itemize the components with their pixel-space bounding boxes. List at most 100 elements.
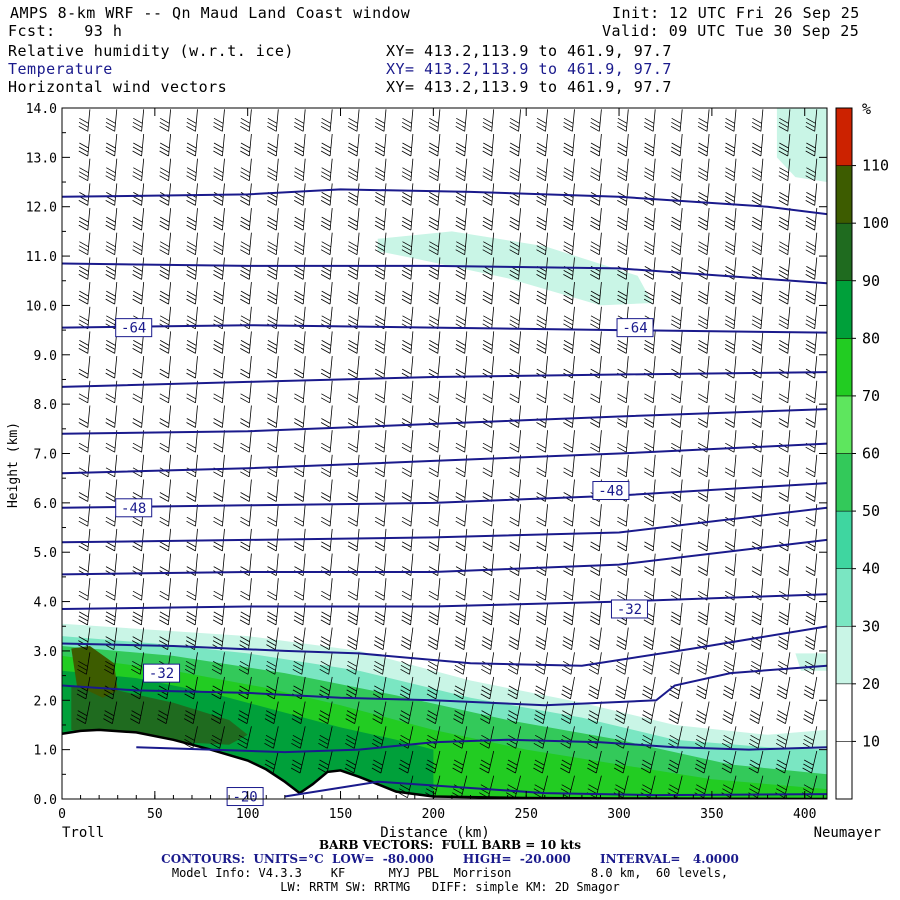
wind-barb: [212, 602, 225, 626]
wind-barb: [374, 133, 387, 157]
wind-barb: [320, 306, 333, 330]
wind-barb: [132, 109, 145, 132]
wind-barb: [723, 652, 737, 675]
wind-barb: [802, 775, 818, 799]
wind-barb: [697, 405, 710, 428]
wind-barb: [105, 232, 118, 256]
terrain-layer: [62, 728, 827, 799]
wind-barb: [509, 479, 521, 502]
wind-barb: [104, 627, 118, 650]
wind-barb: [185, 627, 198, 650]
x-tick-label: 300: [607, 807, 630, 822]
wind-barb: [400, 627, 414, 650]
colorbar-segment: [835, 395, 853, 454]
wind-barb: [535, 627, 548, 650]
wind-barb: [802, 726, 818, 749]
wind-barb: [778, 282, 791, 305]
init-time: Init: 12 UTC Fri 26 Sep 25: [612, 4, 860, 22]
wind-barb: [401, 109, 414, 132]
wind-barb: [617, 306, 629, 330]
wind-barb: [347, 405, 360, 428]
colorbar-tick-label: 80: [862, 329, 880, 347]
wind-barb: [778, 158, 791, 182]
wind-barb: [213, 553, 225, 576]
wind-barb: [670, 528, 683, 552]
wind-barb: [401, 528, 414, 552]
wind-barb: [428, 528, 441, 552]
wind-barb: [667, 750, 683, 774]
wind-barb: [374, 528, 387, 552]
rh-region-30-7: [377, 231, 653, 306]
wind-barb: [590, 454, 602, 478]
wind-barb: [724, 282, 737, 305]
wind-barb: [320, 257, 333, 280]
wind-barb: [374, 405, 387, 428]
wind-barb: [452, 750, 468, 774]
wind-barb: [509, 504, 521, 527]
wind-barb: [345, 701, 360, 724]
colorbar-tick-label: 40: [862, 560, 880, 578]
wind-barb: [373, 652, 387, 675]
contour-label-box: [115, 498, 153, 518]
wind-barb: [239, 602, 252, 626]
valid-time: Valid: 09 UTC Tue 30 Sep 25: [602, 22, 860, 40]
wind-barb: [132, 356, 145, 379]
wind-barb: [428, 504, 441, 527]
wind-barb: [805, 331, 818, 354]
wind-barb: [401, 282, 414, 305]
wind-barb: [267, 183, 279, 206]
wind-barb: [751, 306, 764, 330]
wind-barb: [347, 183, 360, 206]
wind-barb: [563, 479, 575, 502]
wind-barb: [237, 726, 252, 749]
contour-label-6: -20: [226, 787, 264, 807]
wind-barb: [644, 183, 656, 206]
temperature-contour-60: [62, 324, 827, 334]
wind-barb: [186, 183, 198, 206]
wind-barb: [401, 454, 414, 478]
wind-barb: [778, 133, 791, 157]
wind-barb: [697, 356, 710, 379]
wind-barb: [238, 676, 252, 700]
wind-barb: [186, 232, 198, 256]
wind-barb: [724, 208, 737, 231]
wind-barb: [724, 454, 737, 478]
wind-barb: [670, 306, 683, 330]
wind-barb: [267, 158, 279, 182]
wind-barb: [132, 528, 145, 552]
wind-barb: [213, 454, 225, 478]
wind-barb: [267, 380, 279, 404]
wind-barb: [455, 430, 468, 453]
field-xy-temperature: XY= 413.2,113.9 to 461.9, 97.7: [386, 60, 672, 78]
wind-barb: [240, 405, 252, 428]
wind-barb: [724, 602, 737, 626]
wind-barb: [428, 479, 441, 502]
wind-barb: [452, 775, 468, 799]
y-axis-label: Height (km): [6, 422, 21, 508]
wind-barb: [77, 652, 91, 675]
wind-barb: [644, 405, 656, 428]
wind-barb: [669, 676, 683, 700]
wind-barb: [320, 133, 333, 157]
wind-barb: [374, 454, 387, 478]
wind-barb: [644, 282, 656, 305]
wind-barb: [509, 528, 521, 552]
wind-barb: [374, 356, 387, 379]
y-tick-label: 9.0: [34, 349, 57, 364]
wind-barb: [722, 701, 737, 724]
wind-barb: [697, 602, 710, 626]
contour-label-text: -64: [622, 321, 647, 337]
wind-barb: [157, 701, 171, 724]
wind-barb: [320, 627, 333, 650]
wind-barb: [616, 627, 629, 650]
wind-barb: [590, 479, 602, 502]
wind-barb: [213, 331, 225, 354]
wind-barb: [644, 578, 656, 601]
wind-barb: [186, 133, 198, 157]
wind-barb: [320, 454, 333, 478]
wind-barb: [105, 553, 118, 576]
wind-barb: [775, 750, 791, 774]
wind-barb: [670, 158, 683, 182]
wind-barb: [105, 133, 118, 157]
wind-barb: [479, 775, 495, 799]
